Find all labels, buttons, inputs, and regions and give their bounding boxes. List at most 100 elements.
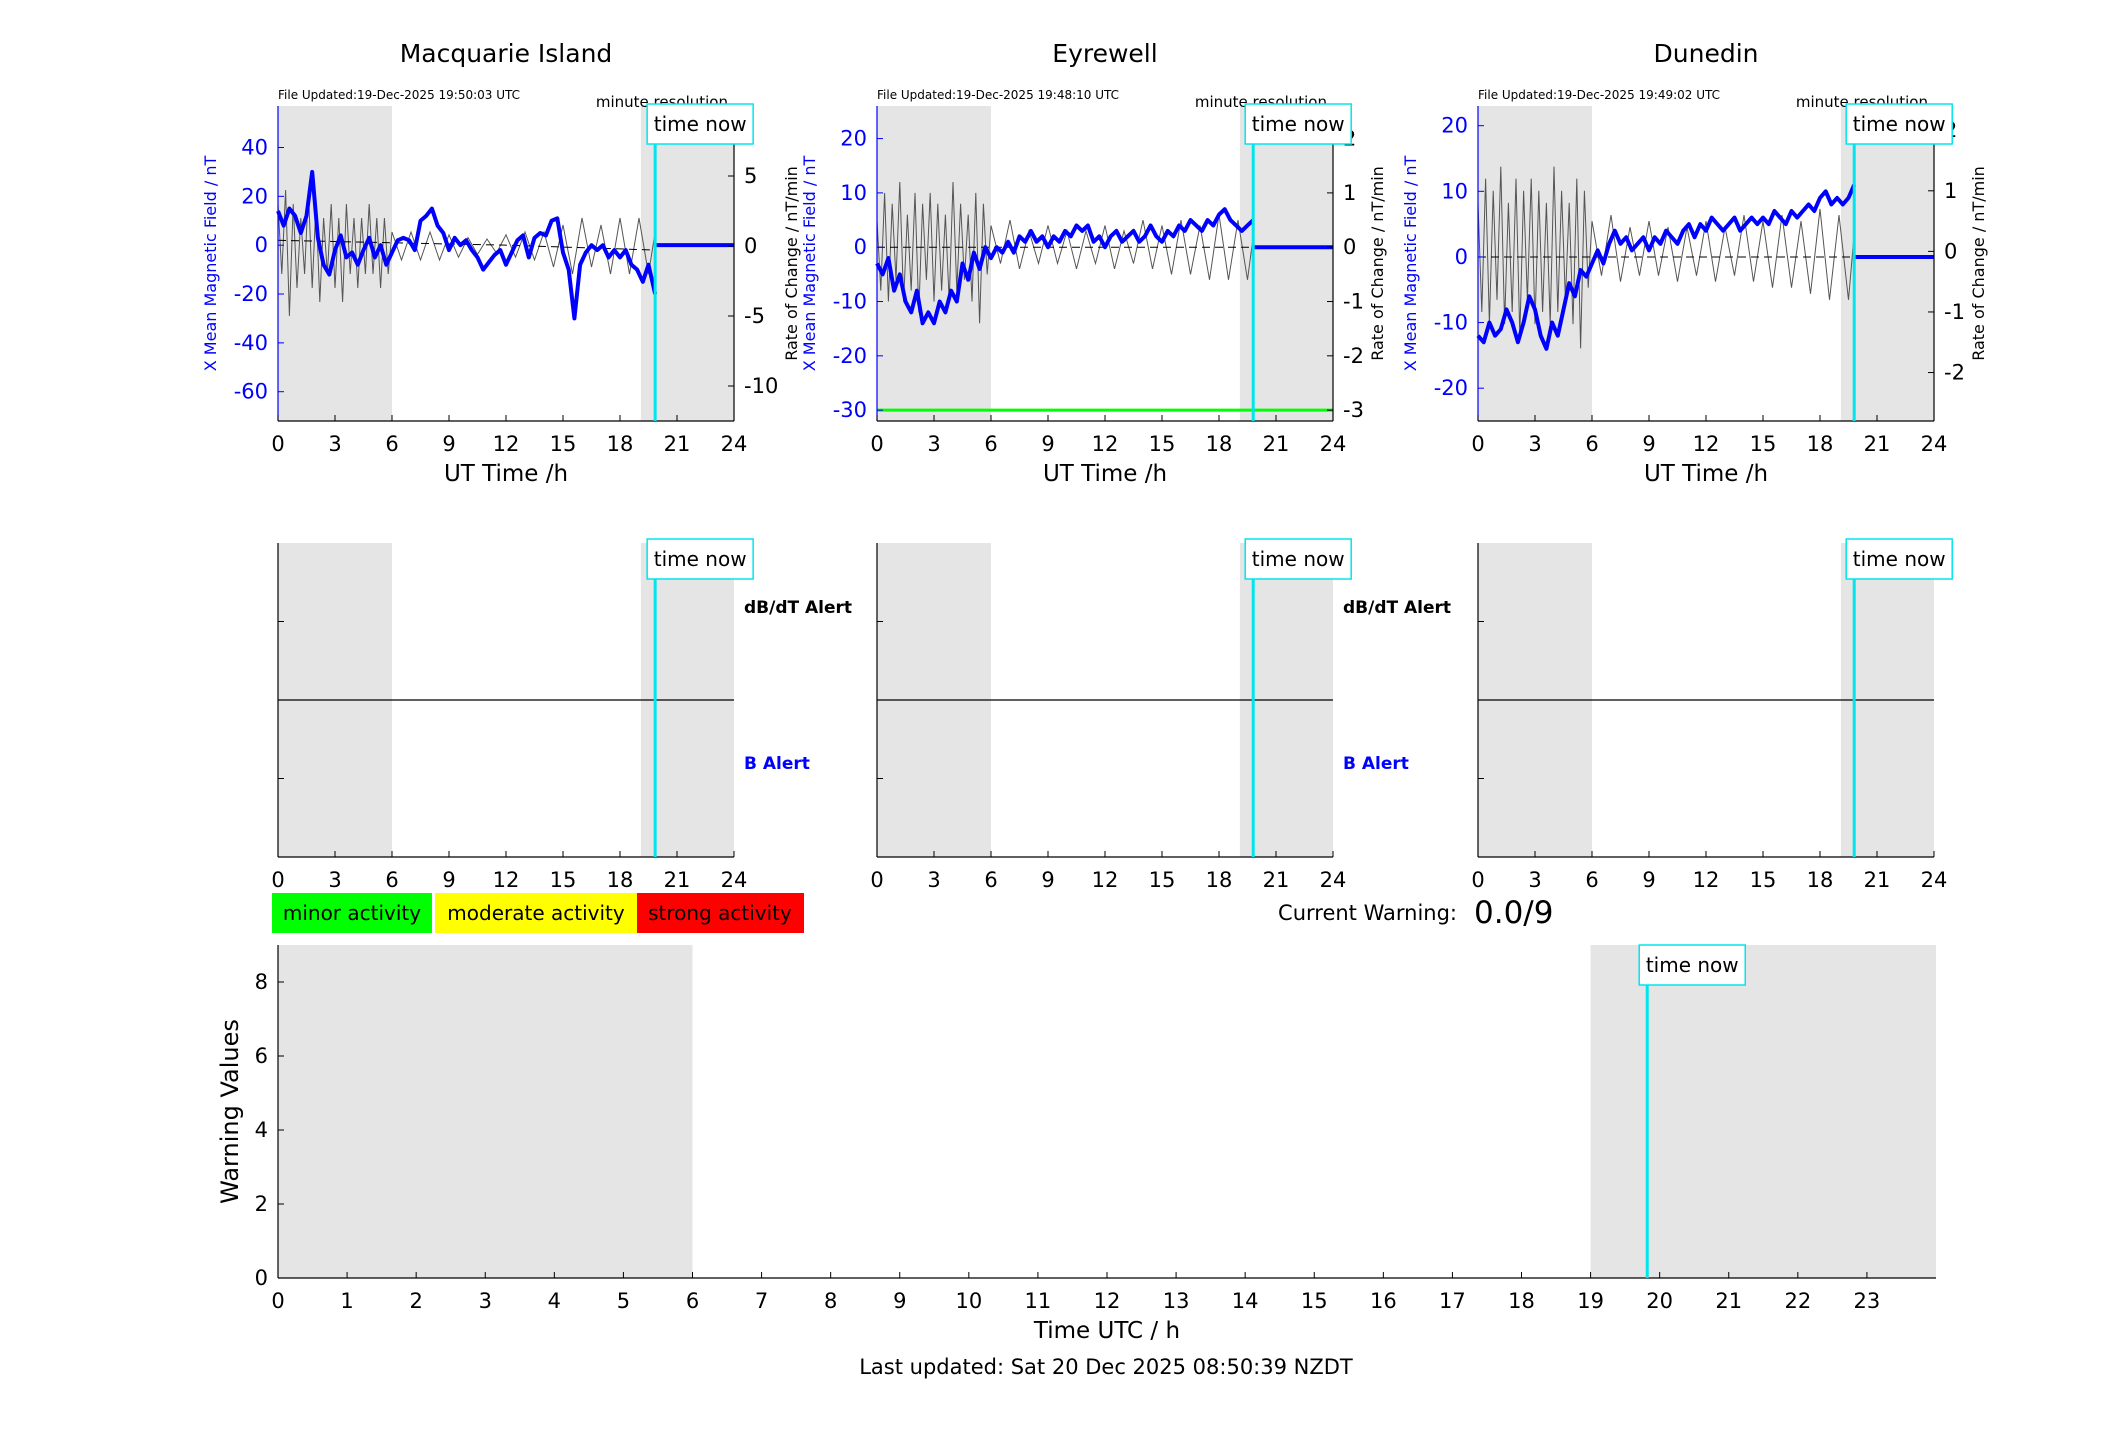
x-tick-label: 9	[442, 868, 455, 892]
x-tick-label: 12	[1693, 868, 1720, 892]
x-tick-label: 18	[607, 432, 634, 456]
y-tick-label: 2	[255, 1192, 268, 1216]
x-tick-label: 24	[721, 868, 748, 892]
time-now-label-box	[1638, 944, 1746, 986]
time-now-label: time now	[1853, 112, 1946, 136]
x-tick-label: 18	[607, 868, 634, 892]
x-tick-label: 15	[1750, 432, 1777, 456]
x-tick-label: 21	[1715, 1289, 1742, 1313]
x-tick-label: 24	[1320, 868, 1347, 892]
x-tick-label: 17	[1439, 1289, 1466, 1313]
x-tick-label: 12	[1693, 432, 1720, 456]
x-tick-label: 11	[1025, 1289, 1052, 1313]
x-tick-label: 12	[1094, 1289, 1121, 1313]
magnetic-field-series	[276, 169, 658, 321]
legend-strong-label: strong activity	[648, 901, 792, 925]
station-panel-eyrewell: 0369121518212420100-10-20-30210-1-2-3Eyr…	[782, 39, 1387, 487]
time-now-label: time now	[1252, 112, 1345, 136]
x-tick-label: 3	[927, 868, 940, 892]
x-tick-label: 0	[271, 432, 284, 456]
x-tick-label: 13	[1163, 1289, 1190, 1313]
y-right-tick-label: -2	[1343, 344, 1364, 368]
x-axis-label: UT Time /h	[1043, 461, 1167, 487]
x-tick-label: 6	[1585, 868, 1598, 892]
dbdt-alert-label: dB/dT Alert	[744, 598, 852, 618]
x-tick-label: 6	[385, 868, 398, 892]
x-tick-label: 5	[617, 1289, 630, 1313]
time-now-label-box	[1845, 538, 1953, 580]
y-left-tick-label: 10	[1441, 179, 1468, 203]
time-now-label: time now	[1646, 953, 1739, 977]
rate-of-change-series	[1477, 166, 1855, 349]
y-left-tick-label: 40	[241, 136, 268, 160]
legend-moderate-label: moderate activity	[447, 901, 625, 925]
y-right-tick-label: 0	[1343, 235, 1356, 259]
x-tick-label: 2	[409, 1289, 422, 1313]
x-tick-label: 7	[755, 1289, 768, 1313]
y-right-tick-label: -5	[744, 304, 765, 328]
alert-panel-eyrewell: 0 3 6 9 12 15 18 21 24 dB/dT Alert B Alert time now	[870, 538, 1451, 892]
alert-panel-dunedin: 0 3 6 9 12 15 18 21 24 time now	[1471, 538, 1953, 892]
current-warning-value: 0.0/9	[1474, 895, 1553, 931]
x-tick-label: 4	[548, 1289, 561, 1313]
x-tick-label: 14	[1232, 1289, 1259, 1313]
y-left-tick-label: -30	[833, 398, 867, 422]
x-tick-label: 6	[385, 432, 398, 456]
station-panel-dunedin: 0369121518212420100-10-20210-1-2DunedinF…	[1401, 39, 1988, 487]
x-tick-label: 21	[664, 868, 691, 892]
x-tick-label: 0	[870, 432, 883, 456]
time-now-label-box	[646, 538, 754, 580]
station-panel-macquarie-island: 0 3 6 9 12 15 18 21 24 40 20 0 -20 -40 -60 5 0 -5 -10 Macqu…	[201, 39, 778, 487]
x-tick-label: 24	[1921, 868, 1948, 892]
shaded-interval	[1239, 106, 1333, 421]
y-left-tick-label: -40	[234, 331, 268, 355]
rate-of-change-series	[277, 189, 656, 317]
x-tick-label: 0	[271, 868, 284, 892]
y-left-tick-label: -60	[234, 380, 268, 404]
x-tick-label: 24	[1921, 432, 1948, 456]
x-tick-label: 21	[1263, 868, 1290, 892]
shaded-interval	[1478, 106, 1592, 421]
alert-panel-macquarie-island: 0 3 6 9 12 15 18 21 24 dB/dT Alert B Alert time now	[271, 538, 852, 892]
x-tick-label: 9	[1041, 868, 1054, 892]
x-tick-label: 24	[721, 432, 748, 456]
x-tick-label: 15	[1149, 868, 1176, 892]
file-updated-text: File Updated:19-Dec-2025 19:50:03 UTC	[278, 88, 520, 102]
x-tick-label: 3	[328, 432, 341, 456]
dbdt-alert-label: dB/dT Alert	[1343, 598, 1451, 618]
y-tick-label: 4	[255, 1118, 268, 1142]
y-right-tick-label: 0	[744, 234, 757, 258]
y-right-tick-label: 1	[1343, 181, 1356, 205]
x-tick-label: 21	[1864, 868, 1891, 892]
x-tick-label: 9	[442, 432, 455, 456]
x-tick-label: 19	[1577, 1289, 1604, 1313]
y-right-tick-label: -3	[1343, 398, 1364, 422]
y-right-tick-label: -2	[1944, 361, 1965, 385]
y-right-axis-label: Rate of Change / nT/min	[1368, 166, 1387, 361]
legend-minor-swatch	[272, 893, 432, 933]
y-left-tick-label: 0	[854, 235, 867, 259]
x-axis-label: UT Time /h	[444, 461, 568, 487]
b-alert-label: B Alert	[1343, 754, 1409, 774]
x-tick-label: 18	[1508, 1289, 1535, 1313]
x-tick-label: 0	[870, 868, 883, 892]
panel-title: Dunedin	[1654, 39, 1759, 68]
x-tick-label: 0	[1471, 868, 1484, 892]
x-tick-label: 8	[824, 1289, 837, 1313]
x-tick-label: 18	[1206, 868, 1233, 892]
x-tick-label: 12	[493, 432, 520, 456]
x-tick-label: 12	[493, 868, 520, 892]
x-tick-label: 18	[1807, 432, 1834, 456]
last-updated-footer: Last updated: Sat 20 Dec 2025 08:50:39 N…	[859, 1355, 1353, 1379]
shaded-interval	[278, 945, 693, 1278]
x-tick-label: 6	[984, 868, 997, 892]
x-tick-label: 6	[1585, 432, 1598, 456]
y-left-tick-label: 0	[1455, 245, 1468, 269]
y-left-tick-label: -20	[833, 344, 867, 368]
legend-moderate-swatch	[435, 893, 637, 933]
y-left-tick-label: 10	[840, 181, 867, 205]
x-tick-label: 9	[893, 1289, 906, 1313]
x-tick-label: 16	[1370, 1289, 1397, 1313]
x-tick-label: 12	[1092, 868, 1119, 892]
